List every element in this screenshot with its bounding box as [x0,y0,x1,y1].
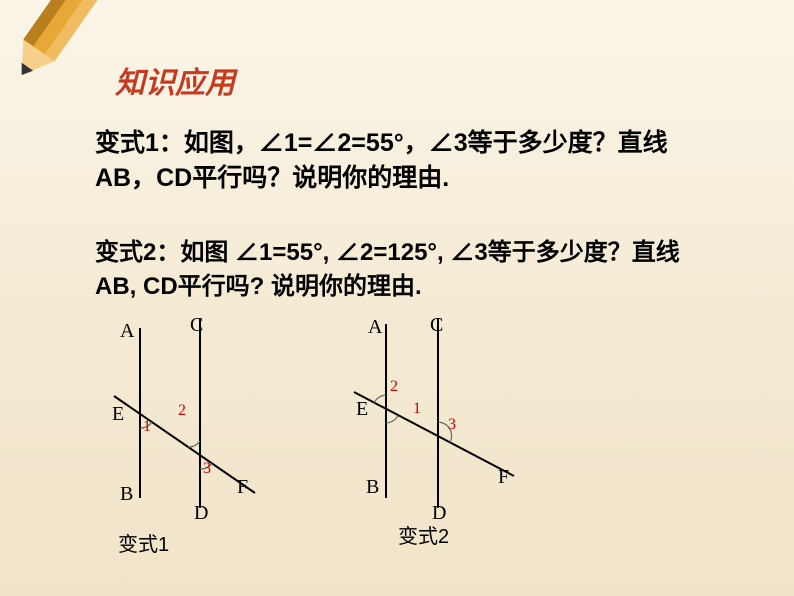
label-D: D [194,502,208,525]
label-B: B [120,483,133,506]
variant-1-text: 变式1：如图，∠1=∠2=55°，∠3等于多少度？直线AB，CD平行吗？说明你的… [95,126,710,196]
variant-2-text: 变式2：如图 ∠1=55°, ∠2=125°, ∠3等于多少度？直线AB, CD… [95,236,705,303]
diagram-2-caption: 变式2 [398,520,449,549]
angle-2: 2 [178,402,186,420]
angle-2: 2 [390,378,398,396]
diagram-1-caption: 变式1 [118,528,169,557]
angle-3: 3 [203,460,211,478]
label-A: A [120,320,134,343]
label-A: A [368,316,382,339]
angle-1: 1 [143,418,151,436]
label-F: F [237,476,248,499]
section-title: 知识应用 [115,58,235,102]
label-B: B [366,476,379,499]
diagram-1: A B C D E F 1 2 3 变式1 [100,318,300,548]
label-F: F [498,466,509,489]
label-C: C [430,314,443,337]
label-E: E [112,403,124,426]
diagram-2: A B C D E F 2 1 3 变式2 [338,318,558,548]
label-E: E [356,398,368,421]
angle-3: 3 [448,416,456,434]
angle-1: 1 [413,400,421,418]
label-C: C [190,314,203,337]
